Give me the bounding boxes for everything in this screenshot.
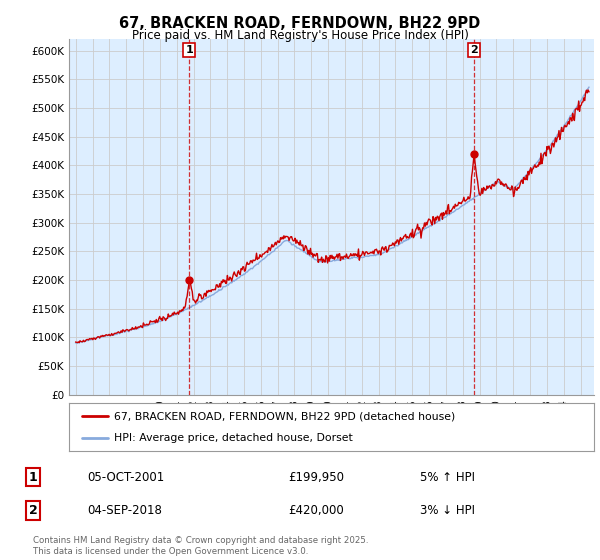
Text: 2: 2 bbox=[470, 45, 478, 54]
Text: 67, BRACKEN ROAD, FERNDOWN, BH22 9PD (detached house): 67, BRACKEN ROAD, FERNDOWN, BH22 9PD (de… bbox=[113, 411, 455, 421]
Text: £420,000: £420,000 bbox=[288, 504, 344, 517]
Text: 3% ↓ HPI: 3% ↓ HPI bbox=[420, 504, 475, 517]
Text: Contains HM Land Registry data © Crown copyright and database right 2025.
This d: Contains HM Land Registry data © Crown c… bbox=[33, 536, 368, 556]
Text: 67, BRACKEN ROAD, FERNDOWN, BH22 9PD: 67, BRACKEN ROAD, FERNDOWN, BH22 9PD bbox=[119, 16, 481, 31]
Text: 2: 2 bbox=[29, 504, 37, 517]
Text: Price paid vs. HM Land Registry's House Price Index (HPI): Price paid vs. HM Land Registry's House … bbox=[131, 29, 469, 42]
Text: 04-SEP-2018: 04-SEP-2018 bbox=[87, 504, 162, 517]
Text: £199,950: £199,950 bbox=[288, 470, 344, 484]
Text: 1: 1 bbox=[185, 45, 193, 54]
Text: 05-OCT-2001: 05-OCT-2001 bbox=[87, 470, 164, 484]
Text: 5% ↑ HPI: 5% ↑ HPI bbox=[420, 470, 475, 484]
Text: 1: 1 bbox=[29, 470, 37, 484]
Text: HPI: Average price, detached house, Dorset: HPI: Average price, detached house, Dors… bbox=[113, 433, 352, 443]
